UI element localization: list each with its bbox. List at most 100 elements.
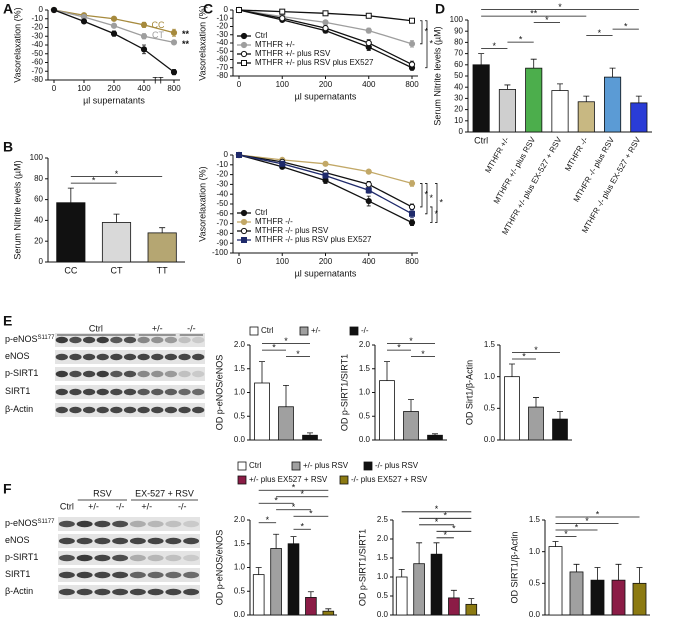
y-axis-label: Vasorelaxation (%) <box>197 166 207 241</box>
x-tick-label: 100 <box>77 84 91 93</box>
blot-band <box>129 588 146 596</box>
blot-strip <box>58 551 200 565</box>
legend-label: MTHFR +/- plus RSV plus EX527 <box>255 58 374 67</box>
blot-row-label: p-SIRT1 <box>5 368 38 378</box>
legend-symbol <box>240 227 248 235</box>
y-tick-label: 2.0 <box>359 340 371 349</box>
significance-bracket <box>425 183 428 215</box>
y-axis-label: Serum Nitrite levels (µM) <box>432 26 442 125</box>
significance-label: * <box>430 39 434 49</box>
panel-label: C <box>203 1 213 17</box>
y-tick-label: -50 <box>31 49 43 58</box>
panel-label: E <box>3 313 12 329</box>
significance-label: * <box>296 349 300 359</box>
blot-group-label: -/- <box>116 501 125 511</box>
bar <box>528 406 544 441</box>
bar <box>472 64 490 133</box>
y-tick-label: 1.0 <box>529 547 541 556</box>
legend-marker <box>240 227 248 235</box>
data-point <box>236 7 242 13</box>
y-tick-label: 0 <box>459 127 464 136</box>
data-point <box>110 15 118 22</box>
blot-row-name: β-Actin <box>5 404 33 414</box>
blot-band <box>76 554 93 562</box>
y-tick-label: 0.5 <box>359 411 371 420</box>
blot-row-name: p-SIRT1 <box>5 368 38 378</box>
legend-marker <box>240 218 248 226</box>
data-point <box>140 21 148 28</box>
blot-band <box>112 588 129 596</box>
data-point <box>322 19 329 26</box>
legend-label: -/- plus RSV <box>375 461 419 470</box>
y-tick-label: 1.5 <box>359 364 371 373</box>
y-tick-label: -40 <box>216 189 228 198</box>
blot-band <box>94 520 111 528</box>
legend-marker <box>241 237 247 243</box>
legend-marker <box>240 32 248 40</box>
legend-label: Ctrl <box>255 31 268 40</box>
bar <box>604 76 622 133</box>
blot-band <box>129 554 146 562</box>
blot-row-name: SIRT1 <box>5 386 30 396</box>
blot-band <box>192 336 205 344</box>
significance-label: * <box>435 209 439 219</box>
blot-band <box>123 353 137 361</box>
blot-band <box>76 571 93 579</box>
bar <box>569 571 584 616</box>
bar <box>254 382 270 441</box>
blot-band <box>165 520 182 528</box>
x-tick-label: 0 <box>237 80 242 89</box>
bar <box>551 90 569 133</box>
blot-band <box>55 336 68 344</box>
y-tick-label: 0 <box>39 257 44 266</box>
bar <box>577 101 595 133</box>
y-tick-label: 0 <box>39 5 44 14</box>
legend-label: +/- <box>311 326 321 335</box>
blot-row-name: eNOS <box>5 351 30 361</box>
blot-band <box>151 406 164 414</box>
blot-strip <box>58 585 200 599</box>
x-axis-label: µl supernatants <box>295 91 357 101</box>
blot-band <box>192 388 205 396</box>
blot-band <box>123 336 137 344</box>
error-bar <box>433 542 440 555</box>
blot-band <box>164 370 178 378</box>
blot-band <box>178 388 191 396</box>
y-tick-label: 1.5 <box>484 340 496 349</box>
error-bar <box>533 397 539 408</box>
bar <box>413 563 425 616</box>
y-tick-label: 0.0 <box>377 610 389 619</box>
data-point <box>408 61 416 68</box>
legend-symbol <box>240 41 248 49</box>
blot-band <box>94 554 111 562</box>
blot-strip <box>58 568 200 582</box>
y-tick-label: -30 <box>31 31 43 40</box>
blot-row-label: eNOS <box>5 351 30 361</box>
error-bar <box>113 213 120 223</box>
blot-band <box>183 588 200 596</box>
blot-band <box>137 353 150 361</box>
blot-band <box>165 554 182 562</box>
bar <box>379 380 395 441</box>
significance-label: ** <box>182 39 190 49</box>
blot-band <box>112 537 129 545</box>
blot-band <box>192 353 205 361</box>
legend-label: MTHFR -/- <box>255 217 293 226</box>
legend-label: MTHFR -/- plus RSV <box>255 226 329 235</box>
data-point <box>279 160 286 167</box>
data-point <box>110 22 118 29</box>
error-bar <box>255 567 262 575</box>
error-bar <box>530 58 537 69</box>
x-tick-label: CT <box>111 265 123 275</box>
blot-band <box>183 537 200 545</box>
legend-swatch <box>363 461 373 471</box>
error-bar <box>635 95 642 103</box>
y-axis-label: Vasorelaxation (%) <box>197 5 207 80</box>
error-bar <box>504 84 511 90</box>
error-bar <box>307 432 313 436</box>
blot-band <box>178 406 191 414</box>
blot-band <box>55 370 68 378</box>
blot-band <box>165 537 182 545</box>
legend-swatch <box>339 475 349 485</box>
error-bar <box>259 361 265 383</box>
